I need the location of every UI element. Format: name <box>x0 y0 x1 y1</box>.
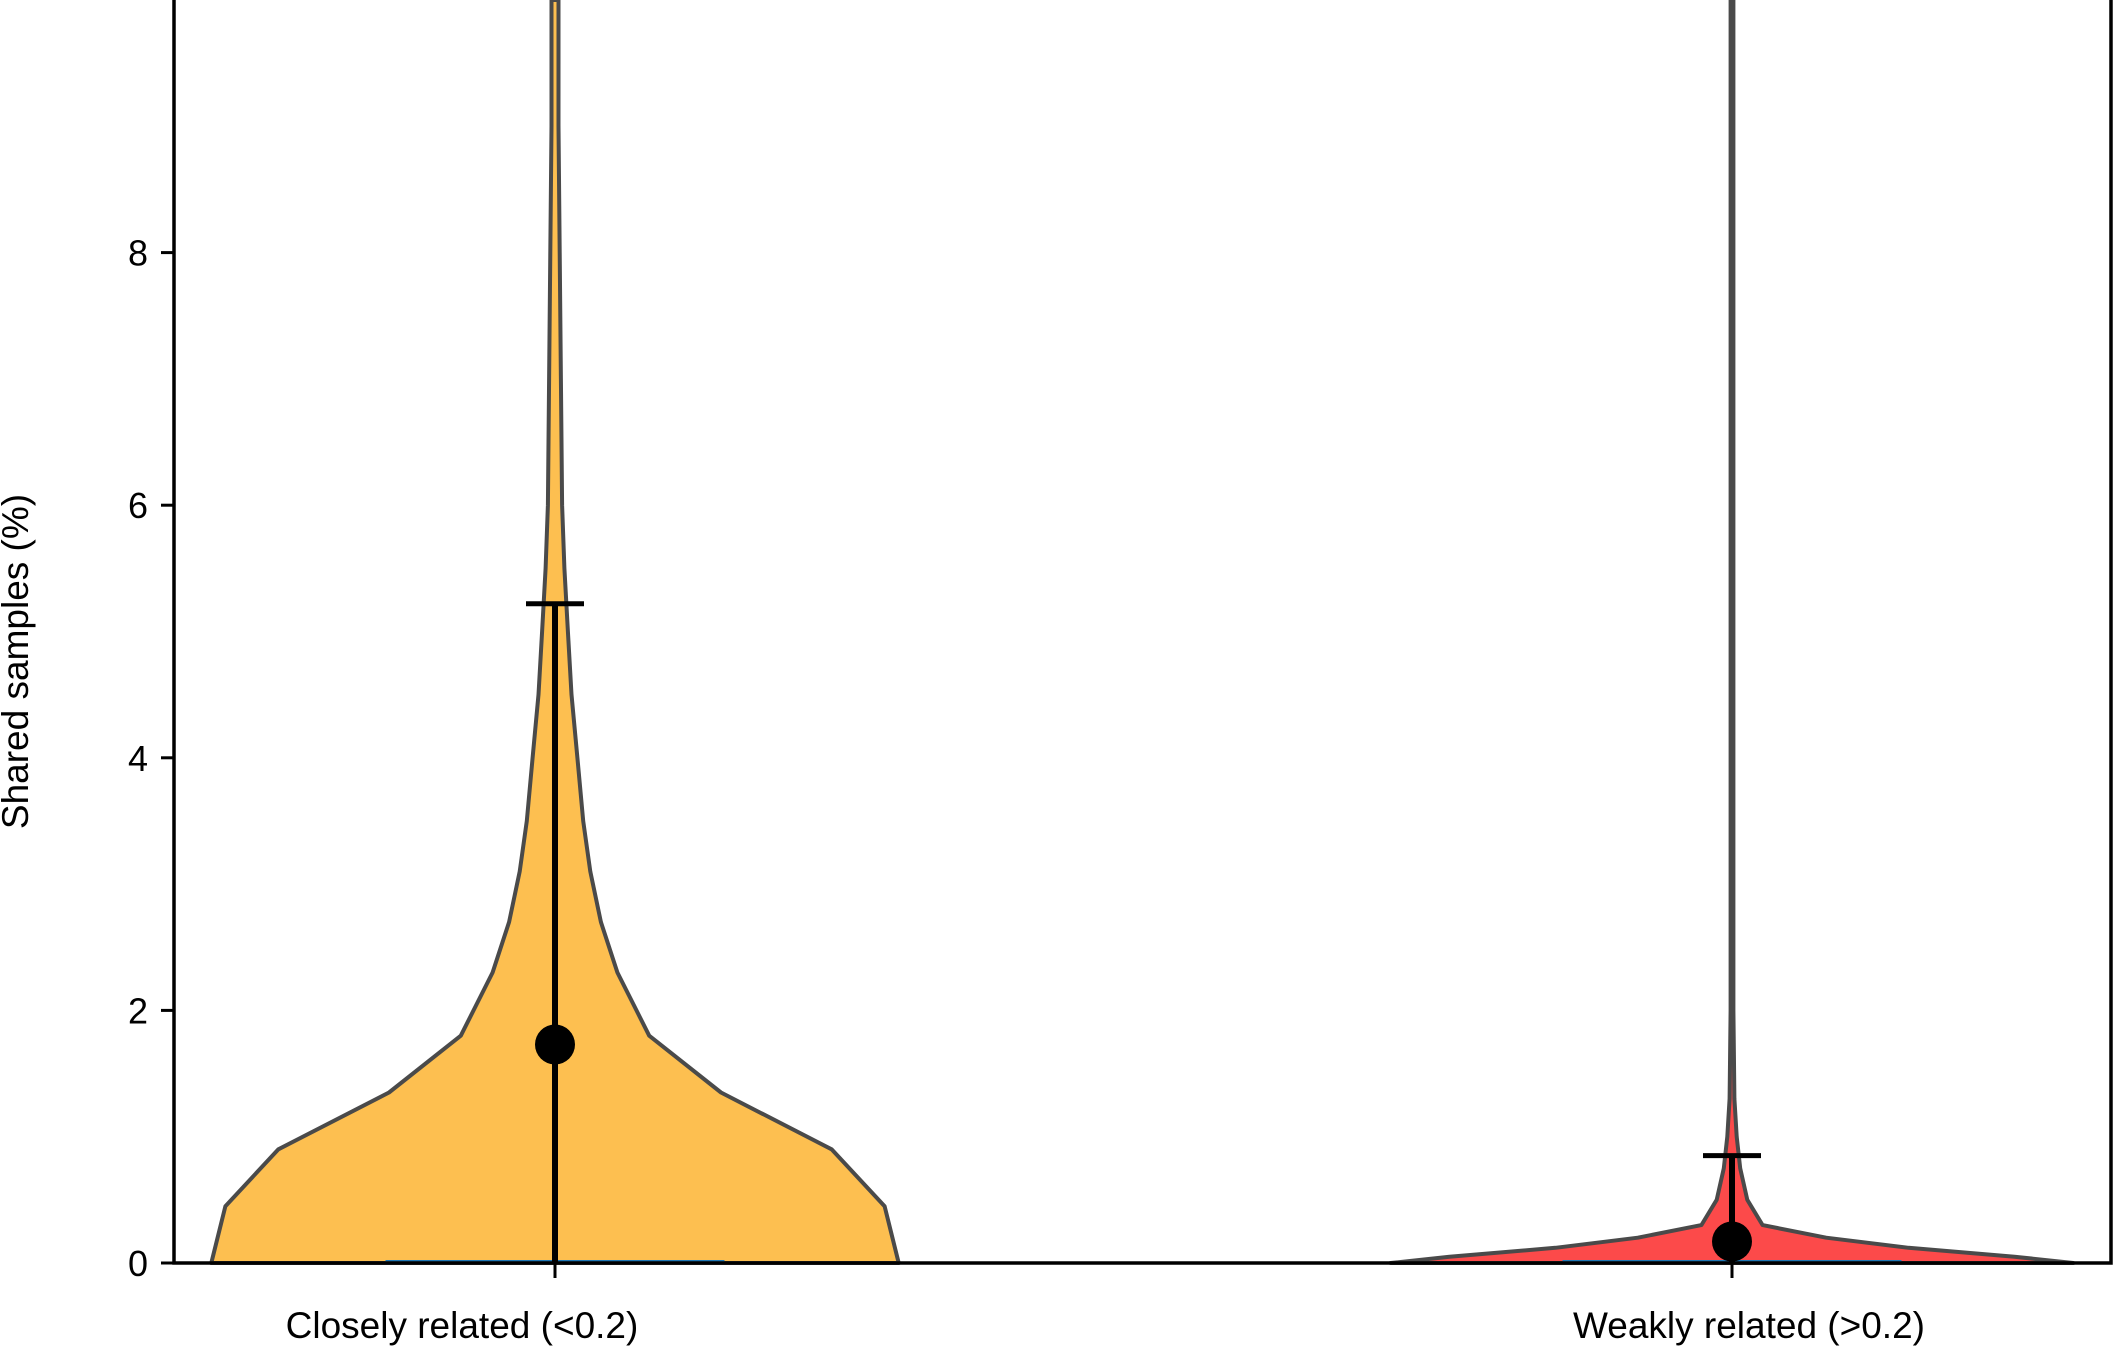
mean-marker <box>535 1024 575 1065</box>
plot-frame <box>172 0 2113 1265</box>
mean-marker <box>1712 1221 1752 1262</box>
y-tick-label: 4 <box>128 738 148 779</box>
y-tick-label: 0 <box>128 1243 148 1284</box>
y-axis-label: Shared samples (%) <box>0 494 36 829</box>
y-tick-label: 6 <box>128 485 148 526</box>
x-category-label: Closely related (<0.2) <box>286 1305 639 1346</box>
y-tick-label: 8 <box>128 233 148 274</box>
violins-layer <box>209 0 2076 1265</box>
y-tick-label: 2 <box>128 990 148 1031</box>
violin-body <box>1388 0 2076 1265</box>
y-axis: 0 2 4 6 8 <box>128 233 174 1284</box>
x-category-label: Weakly related (>0.2) <box>1573 1305 1925 1346</box>
errorbars-layer <box>526 601 1761 1263</box>
x-axis: Closely related (<0.2) Weakly related (>0… <box>286 1263 1925 1346</box>
